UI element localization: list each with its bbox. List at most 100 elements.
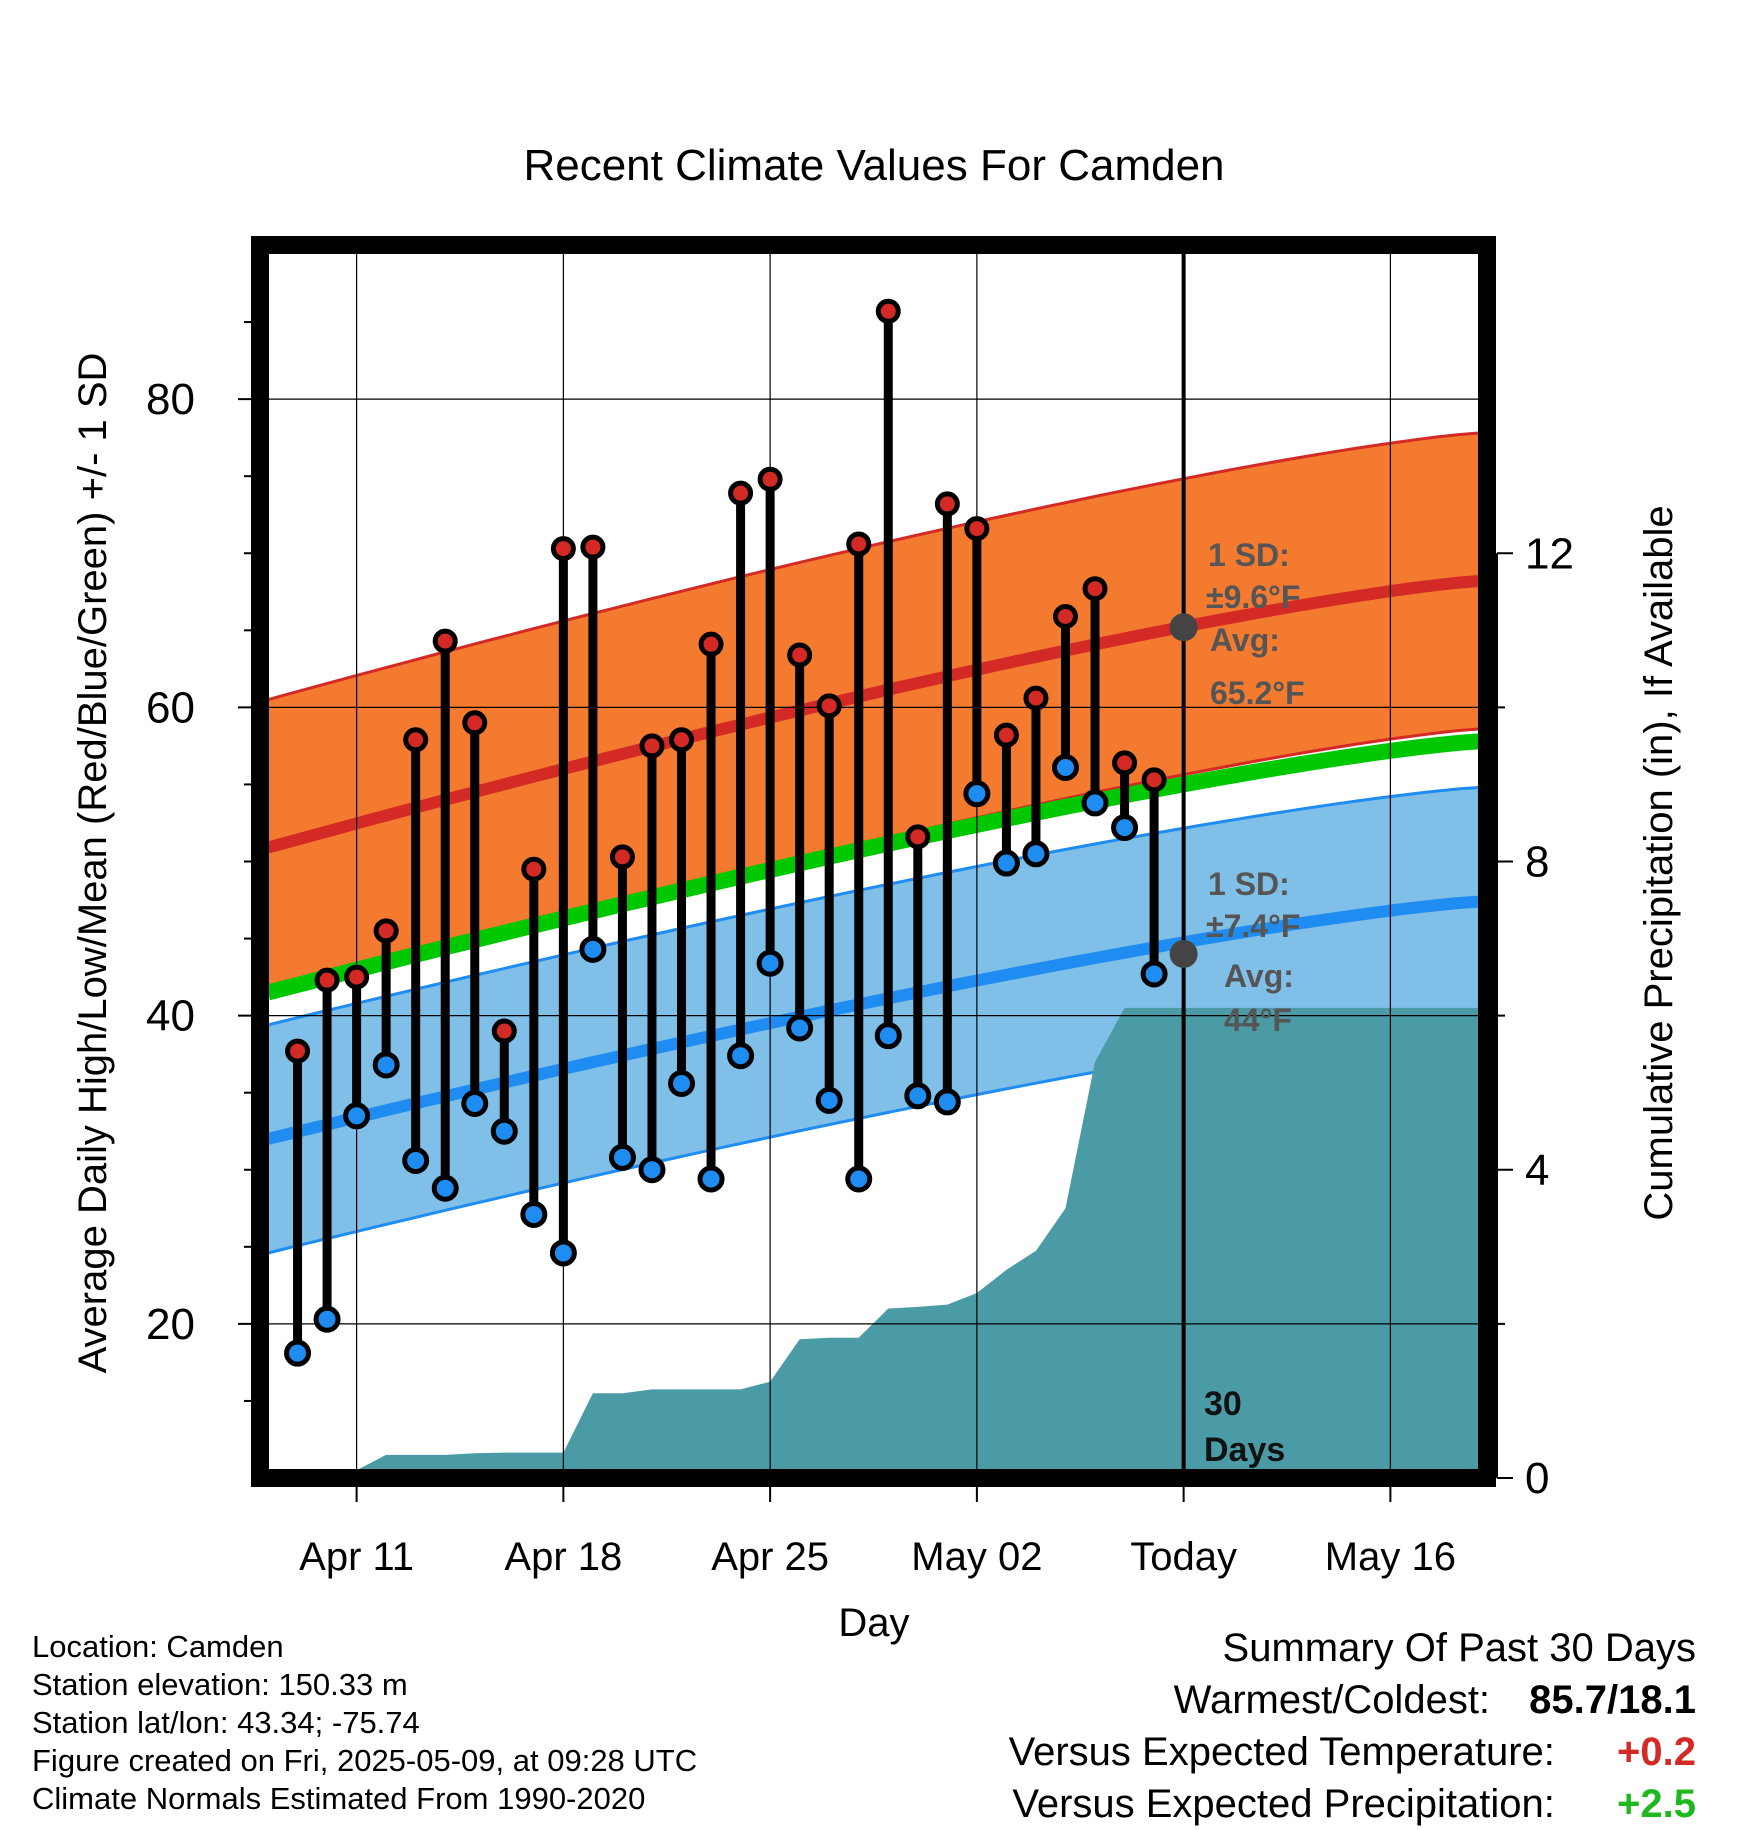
x-axis-label: Day	[838, 1601, 909, 1645]
daily-low-point	[668, 1069, 696, 1097]
low-band-upper-edge	[267, 786, 1480, 1027]
daily-low-point	[697, 1165, 725, 1193]
x-tick-label: Apr 25	[711, 1535, 829, 1579]
daily-low-point	[1111, 814, 1139, 842]
y-tick-label: 20	[146, 1300, 195, 1349]
y2-axis-label: Cumulative Precipitation (in), If Availa…	[1637, 505, 1681, 1220]
daily-high-point	[639, 733, 665, 759]
summary-precip-value: +2.5	[1617, 1782, 1696, 1826]
daily-high-point	[669, 727, 695, 753]
summary-precip-row: Versus Expected Precipitation: +2.5	[1009, 1778, 1696, 1830]
daily-high-point	[787, 642, 813, 668]
precip-area	[268, 1007, 1479, 1478]
high-avg-label: Avg:	[1210, 622, 1280, 658]
y2-tick-label: 8	[1525, 838, 1549, 887]
daily-high-point	[1112, 750, 1138, 776]
daily-high-point	[373, 918, 399, 944]
daily-low-point	[579, 935, 607, 963]
daily-high-point	[728, 480, 754, 506]
high-sd-value: ±9.6°F	[1206, 579, 1300, 615]
daily-high-point	[1023, 685, 1049, 711]
days-label-text: Days	[1204, 1431, 1285, 1469]
daily-low-point	[1051, 753, 1079, 781]
info-created: Figure created on Fri, 2025-05-09, at 09…	[32, 1743, 698, 1778]
y-tick-label: 60	[146, 683, 195, 732]
daily-low-point	[933, 1088, 961, 1116]
daily-low-point	[1022, 840, 1050, 868]
daily-high-point	[521, 856, 547, 882]
daily-low-point	[904, 1082, 932, 1110]
plot-area: 1 SD: ±9.6°F Avg: 65.2°F 1 SD: ±7.4°F Avg: 44°F…	[146, 236, 1574, 1579]
high-sd-label: 1 SD:	[1208, 537, 1290, 573]
daily-high-point	[580, 534, 606, 560]
daily-high-point	[550, 536, 576, 562]
x-tick-label: Apr 11	[299, 1535, 414, 1579]
low-sd-label: 1 SD:	[1208, 866, 1290, 902]
daily-high-point	[403, 727, 429, 753]
x-tick-label: Apr 18	[504, 1535, 622, 1579]
summary-temp-label: Versus Expected Temperature:	[1008, 1730, 1555, 1774]
summary-warm-cold-row: Warmest/Coldest: 85.7/18.1	[1009, 1674, 1696, 1726]
daily-high-point	[1082, 576, 1108, 602]
daily-low-point	[874, 1022, 902, 1050]
summary-title: Summary Of Past 30 Days	[1222, 1626, 1696, 1670]
daily-low-point	[608, 1143, 636, 1171]
daily-high-point	[314, 967, 340, 993]
summary-warm-cold-value: 85.7/18.1	[1529, 1678, 1696, 1722]
summary-temp-value: +0.2	[1617, 1730, 1696, 1774]
y2-tick-label: 4	[1525, 1146, 1549, 1195]
daily-high-point	[1141, 767, 1167, 793]
daily-low-point	[638, 1156, 666, 1184]
summary-warm-cold-label: Warmest/Coldest:	[1173, 1678, 1491, 1722]
daily-high-point	[285, 1038, 311, 1064]
low-normal-line	[266, 895, 1480, 1145]
daily-high-point	[964, 516, 990, 542]
daily-low-point	[1140, 960, 1168, 988]
high-normal-line	[266, 575, 1480, 854]
summary-panel: Summary Of Past 30 Days Warmest/Coldest:…	[1009, 1622, 1696, 1830]
daily-high-point	[344, 964, 370, 990]
plot-frame	[251, 236, 1496, 1487]
days-label-number: 30	[1204, 1385, 1242, 1423]
high-avg-value: 65.2°F	[1210, 675, 1305, 711]
daily-high-point	[934, 491, 960, 517]
low-sd-band	[268, 787, 1479, 1253]
summary-temp-row: Versus Expected Temperature: +0.2	[1009, 1726, 1696, 1778]
low-avg-label: Avg:	[1224, 958, 1294, 994]
y2-tick-label: 0	[1525, 1454, 1549, 1503]
daily-low-point	[727, 1042, 755, 1070]
daily-low-point	[284, 1339, 312, 1367]
daily-low-point	[431, 1174, 459, 1202]
daily-low-point	[963, 780, 991, 808]
daily-high-point	[816, 693, 842, 719]
daily-low-point	[372, 1051, 400, 1079]
daily-low-point	[992, 849, 1020, 877]
daily-low-point	[313, 1305, 341, 1333]
daily-high-point	[432, 628, 458, 654]
low-sd-value: ±7.4°F	[1206, 908, 1300, 944]
y-tick-label: 40	[146, 992, 195, 1041]
daily-high-point	[846, 531, 872, 557]
station-info: Location: Camden Station elevation: 150.…	[32, 1628, 697, 1818]
daily-low-point	[756, 949, 784, 977]
info-normals: Climate Normals Estimated From 1990-2020	[32, 1781, 646, 1816]
chart-title: Recent Climate Values For Camden	[523, 141, 1224, 190]
x-tick-label: Today	[1130, 1535, 1237, 1579]
daily-low-point	[786, 1014, 814, 1042]
info-latlon: Station lat/lon: 43.34; -75.74	[32, 1705, 420, 1740]
summary-precip-label: Versus Expected Precipitation:	[1012, 1782, 1555, 1826]
info-location: Location: Camden	[32, 1629, 284, 1664]
daily-low-point	[1081, 789, 1109, 817]
daily-low-point	[815, 1086, 843, 1114]
x-tick-label: May 16	[1325, 1535, 1456, 1579]
high-sd-band	[268, 433, 1479, 996]
y-axis-label: Average Daily High/Low/Mean (Red/Blue/Gr…	[71, 353, 115, 1374]
y2-tick-label: 12	[1525, 529, 1574, 578]
daily-high-point	[1052, 603, 1078, 629]
daily-high-point	[698, 631, 724, 657]
daily-high-point	[757, 466, 783, 492]
daily-high-point	[905, 824, 931, 850]
daily-low-point	[402, 1147, 430, 1175]
daily-low-point	[461, 1089, 489, 1117]
